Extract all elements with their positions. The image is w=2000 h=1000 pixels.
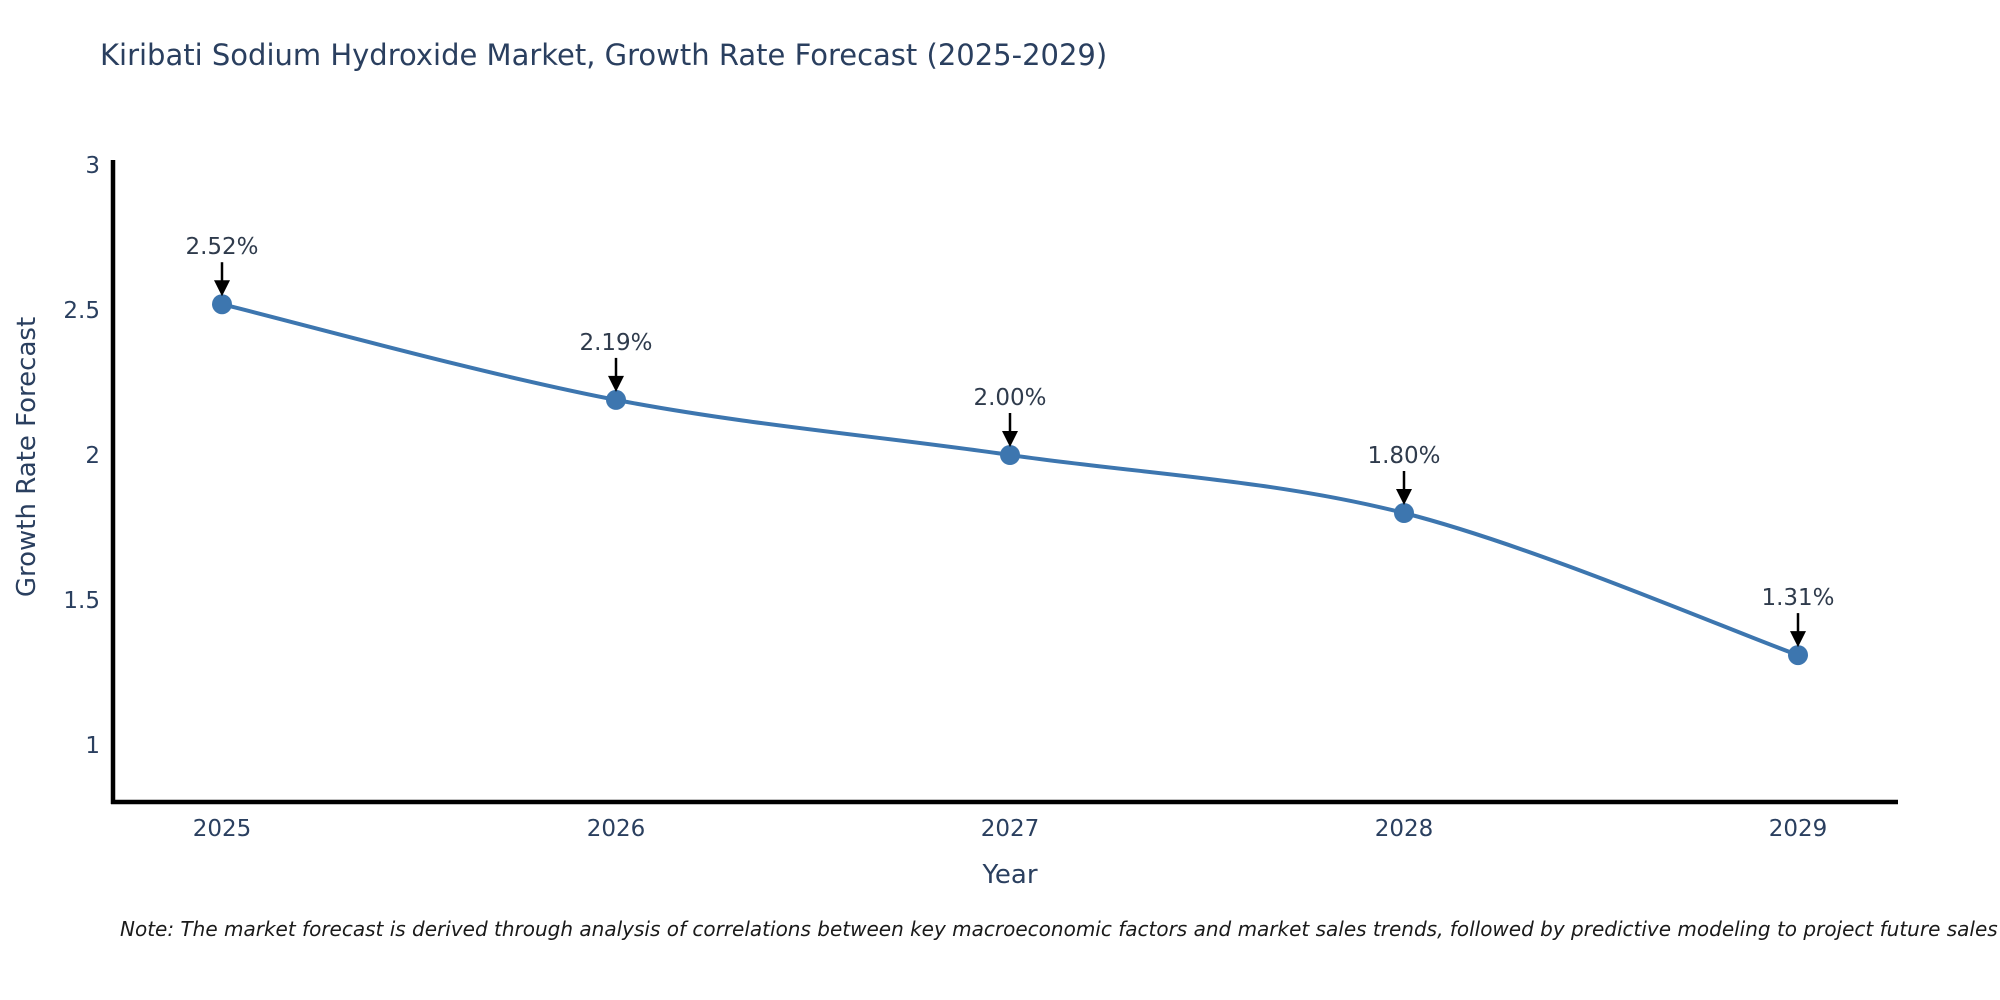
data-point-marker <box>212 294 232 315</box>
x-tick-label: 2029 <box>1769 816 1828 842</box>
annotation-label: 2.19% <box>579 330 652 356</box>
x-tick-label: 2026 <box>587 816 646 842</box>
data-point-marker <box>1788 645 1808 666</box>
annotation-label: 2.52% <box>185 234 258 260</box>
annotation-arrow-head <box>1790 631 1806 648</box>
data-point-marker <box>1000 445 1020 465</box>
y-tick-label: 1 <box>85 733 100 759</box>
annotation-label: 2.00% <box>973 385 1046 411</box>
annotation-label: 1.80% <box>1367 443 1440 469</box>
data-point-marker <box>1394 503 1414 523</box>
annotation-arrow-head <box>1002 431 1018 447</box>
chart-title: Kiribati Sodium Hydroxide Market, Growth… <box>100 38 1108 72</box>
x-tick-label: 2028 <box>1375 816 1434 842</box>
data-point-marker <box>606 389 626 410</box>
x-tick-label: 2027 <box>981 816 1040 842</box>
chart-footnote: Note: The market forecast is derived thr… <box>120 917 1998 941</box>
series-line <box>221 302 1799 657</box>
y-tick-label: 2.5 <box>63 298 100 324</box>
x-axis-title: Year <box>982 860 1038 890</box>
annotation-arrow-head <box>608 375 624 392</box>
annotation-arrow-head <box>214 280 230 297</box>
y-tick-label: 3 <box>85 153 100 179</box>
x-tick-label: 2025 <box>193 816 252 842</box>
annotation-arrow-head <box>1396 489 1412 505</box>
y-tick-label: 2 <box>85 443 100 469</box>
annotation-label: 1.31% <box>1761 585 1834 611</box>
y-tick-label: 1.5 <box>63 588 100 614</box>
